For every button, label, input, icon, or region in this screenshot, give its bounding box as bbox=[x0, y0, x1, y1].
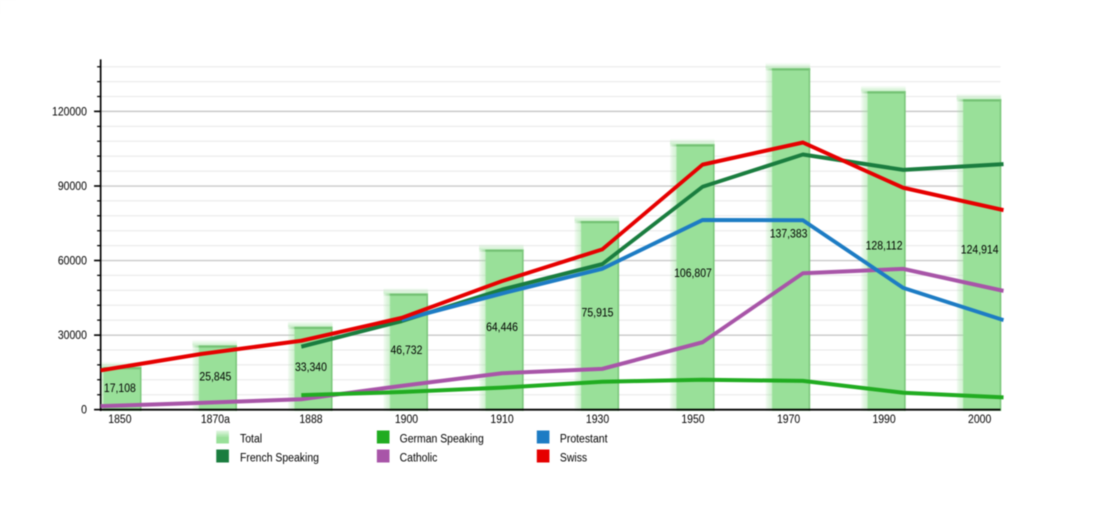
svg-text:33,340: 33,340 bbox=[295, 361, 327, 374]
svg-text:Swiss: Swiss bbox=[560, 452, 588, 465]
svg-text:137,383: 137,383 bbox=[770, 228, 808, 241]
svg-text:1950: 1950 bbox=[681, 413, 704, 426]
svg-text:106,807: 106,807 bbox=[674, 267, 712, 280]
svg-text:1870a: 1870a bbox=[201, 413, 231, 426]
svg-text:1930: 1930 bbox=[586, 413, 609, 426]
svg-text:French Speaking: French Speaking bbox=[240, 452, 319, 465]
svg-text:128,112: 128,112 bbox=[866, 240, 903, 253]
svg-text:25,845: 25,845 bbox=[199, 371, 231, 384]
svg-text:46,732: 46,732 bbox=[390, 344, 422, 357]
svg-text:90000: 90000 bbox=[58, 181, 87, 194]
svg-text:17,108: 17,108 bbox=[104, 382, 136, 395]
svg-text:1910: 1910 bbox=[490, 413, 513, 426]
svg-text:75,915: 75,915 bbox=[582, 307, 614, 320]
svg-text:1990: 1990 bbox=[872, 413, 895, 426]
svg-text:64,446: 64,446 bbox=[486, 322, 518, 335]
svg-text:1970: 1970 bbox=[777, 413, 800, 426]
svg-text:120000: 120000 bbox=[52, 106, 87, 119]
svg-text:German Speaking: German Speaking bbox=[400, 433, 484, 446]
svg-text:2000: 2000 bbox=[968, 413, 991, 426]
svg-text:Total: Total bbox=[240, 433, 262, 446]
svg-text:30000: 30000 bbox=[58, 330, 87, 343]
svg-text:Protestant: Protestant bbox=[560, 433, 608, 446]
svg-text:1900: 1900 bbox=[395, 413, 418, 426]
svg-text:1850: 1850 bbox=[108, 413, 131, 426]
svg-text:60000: 60000 bbox=[58, 255, 87, 268]
svg-text:1888: 1888 bbox=[299, 413, 322, 426]
svg-text:124,914: 124,914 bbox=[961, 244, 999, 257]
svg-text:0: 0 bbox=[81, 404, 87, 417]
svg-text:Catholic: Catholic bbox=[400, 452, 438, 465]
